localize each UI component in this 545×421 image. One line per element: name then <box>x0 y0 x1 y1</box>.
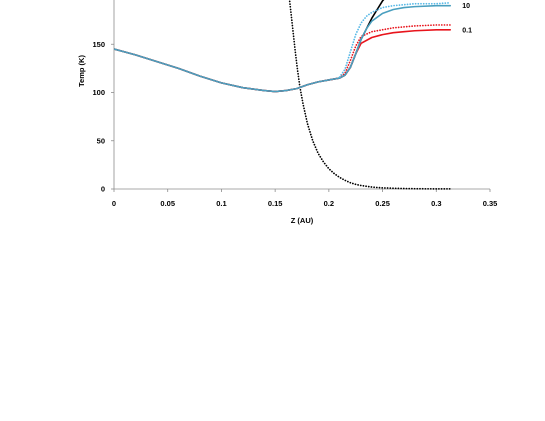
x-axis-title: Z (AU) <box>291 216 314 225</box>
series-line-5 <box>114 4 452 93</box>
y-tick-label: 150 <box>92 40 105 49</box>
x-tick-label: 0.35 <box>483 199 498 208</box>
y-tick-label: 50 <box>97 136 105 145</box>
y-tick-label: 100 <box>92 88 105 97</box>
x-tick-label: 0.1 <box>216 199 226 208</box>
series-line-3 <box>114 28 452 93</box>
series-line-4 <box>328 24 452 81</box>
x-tick-label: 0.25 <box>375 199 390 208</box>
y-tick-label: 0 <box>101 185 105 194</box>
axes: 0 0.05 0.1 0.15 0.2 0.25 0.3 0.35 0 50 100 150 200 <box>92 0 497 208</box>
series-label: 10 <box>462 3 470 10</box>
x-tick-label: 0.15 <box>268 199 283 208</box>
x-tick-label: 0.05 <box>160 199 175 208</box>
series-label: 0.1 <box>462 27 472 34</box>
x-tick-label: 0 <box>112 199 116 208</box>
x-tick-label: 0.2 <box>324 199 334 208</box>
labels-layer: 0.1 10 <box>462 3 472 34</box>
series-line-1 <box>288 0 452 190</box>
y-axis-title: Temp (K) <box>77 55 86 87</box>
series-line-2 <box>114 0 385 93</box>
series-layer <box>114 0 452 190</box>
x-tick-label: 0.3 <box>431 199 441 208</box>
y-tick-label: 200 <box>92 0 105 1</box>
series-line-6 <box>338 1 452 78</box>
